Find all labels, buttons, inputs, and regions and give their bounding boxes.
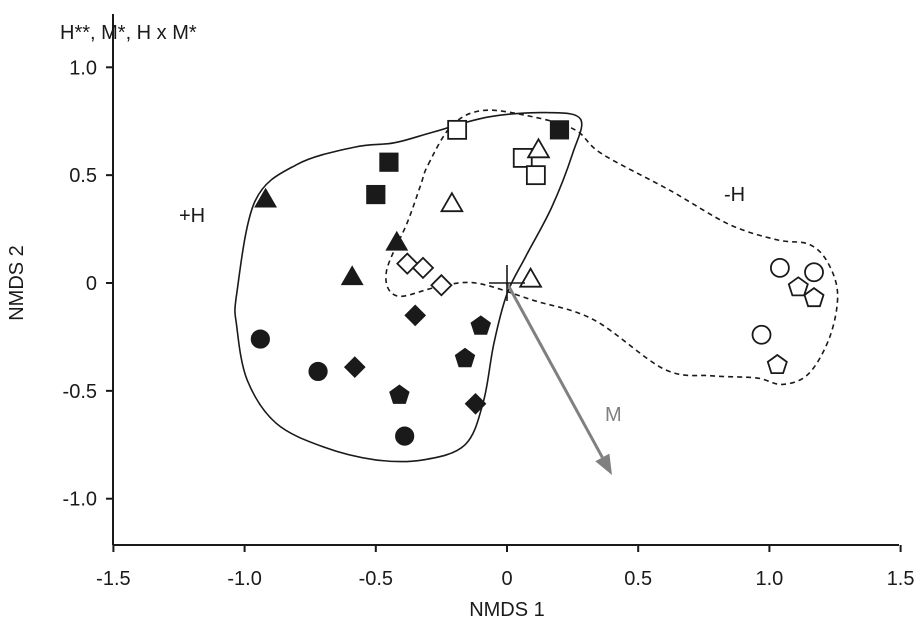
axis-layer: -1.5 -1.0 -0.5 0 0.5 1.0 1.5 -1.0 -0.5 0 0.5 1.0 [63, 14, 915, 590]
annotation-layer [489, 265, 612, 475]
diamond-open-point [411, 256, 435, 280]
square-open-point [525, 165, 546, 186]
group-label-plus-h: +H [179, 205, 205, 227]
triangle-open-point [518, 266, 543, 288]
diamond-open-point [430, 273, 453, 297]
y-tick-label: -1.0 [63, 489, 97, 511]
hull-layer [234, 109, 839, 463]
square-filled-point [366, 184, 386, 205]
diamond-filled-point [404, 304, 427, 327]
circle-filled-point [308, 361, 328, 382]
triangle-filled-point [385, 230, 409, 251]
triangle-open-point [526, 137, 551, 159]
x-tick-label: -0.5 [359, 568, 393, 590]
pentagon-filled-point [470, 315, 492, 335]
x-tick-label: -1.0 [227, 568, 261, 590]
square-filled-point [379, 152, 399, 172]
triangle-filled-point [340, 265, 364, 286]
x-tick-label: 1.0 [755, 568, 783, 590]
diamond-filled-point [343, 356, 366, 378]
y-tick-label: -0.5 [63, 381, 97, 403]
x-tick-label: 0 [501, 568, 512, 590]
circle-filled-point [395, 426, 415, 446]
marker-layer [250, 119, 825, 446]
square-open-point [447, 119, 468, 140]
x-tick-label: 1.5 [887, 568, 915, 590]
square-filled-point [549, 120, 570, 140]
pentagon-open-point [766, 353, 788, 375]
m-vector-label: M [605, 404, 622, 426]
diamond-filled-point [464, 392, 487, 415]
y-tick-label: 0.5 [69, 165, 97, 187]
circle-filled-point [250, 329, 270, 349]
y-tick-label: 0 [86, 273, 97, 295]
pentagon-open-point [787, 276, 809, 297]
chart-title: H**, M*, H x M* [60, 22, 197, 44]
circle-open-point [751, 324, 772, 345]
diamond-open-point [396, 252, 419, 275]
pentagon-filled-point [454, 347, 476, 368]
hull-minus-h [385, 109, 839, 386]
y-tick-label: 1.0 [69, 57, 97, 79]
pentagon-filled-point [389, 384, 410, 404]
y-axis-label: NMDS 2 [6, 245, 28, 321]
triangle-open-point [439, 191, 464, 213]
pentagon-open-point [803, 286, 825, 308]
x-tick-label: -1.5 [96, 568, 130, 590]
circle-open-point [804, 262, 824, 283]
x-axis-label: NMDS 1 [469, 599, 545, 621]
group-label-minus-h: -H [724, 184, 745, 206]
m-vector-arrowhead [595, 453, 612, 475]
triangle-filled-point [254, 187, 278, 208]
circle-open-point [769, 258, 790, 278]
m-vector-arrow [505, 282, 604, 459]
hull-plus-h [234, 111, 583, 463]
x-tick-label: 0.5 [624, 568, 652, 590]
